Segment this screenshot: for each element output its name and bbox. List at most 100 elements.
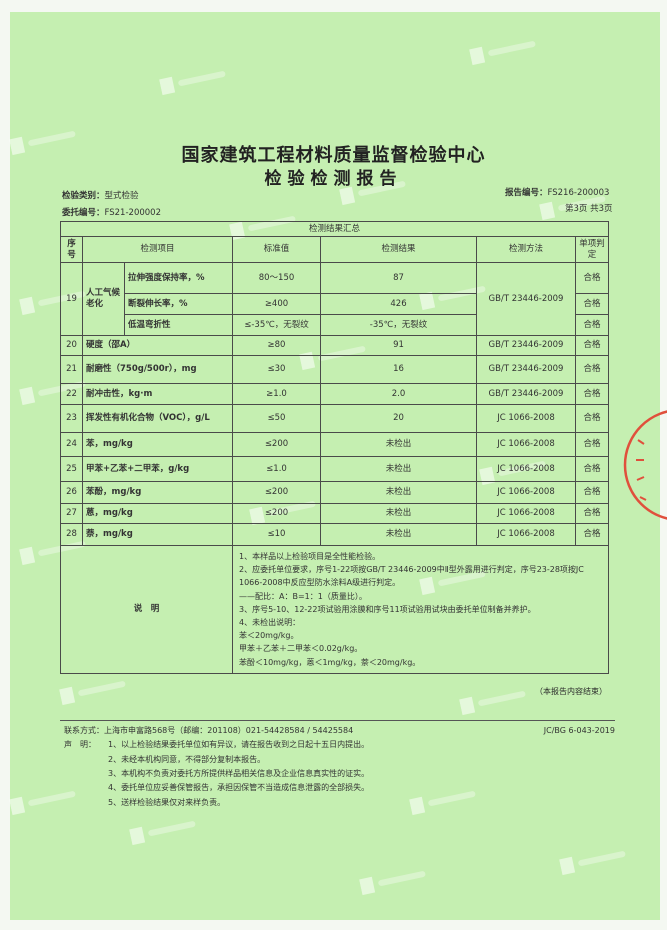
col-header: 序号: [60, 236, 83, 263]
results-table: 检测结果汇总 序号 检测项目 标准值 检测结果 检测方法 单项判定 19 人工气…: [59, 221, 610, 674]
row-no: 26: [60, 481, 83, 504]
footer: 联系方式：上海市申富路568号（邮编：201108）021-54428584 /…: [60, 724, 615, 810]
row-std: ≤-35℃，无裂纹: [232, 314, 321, 336]
row-item: 甲苯+乙苯+二甲苯，g/kg: [82, 456, 233, 482]
row-std: 80～150: [232, 262, 321, 294]
row-method: JC 1066-2008: [476, 456, 576, 482]
row-item: 耐冲击性，kg·m: [82, 383, 233, 405]
contact-row: 联系方式：上海市申富路568号（邮编：201108）021-54428584 /…: [64, 724, 615, 738]
row-item: 萘，mg/kg: [82, 523, 233, 546]
row-item: 硬度（邵A）: [82, 335, 233, 356]
row-no: 21: [60, 355, 83, 384]
watermark-logo-icon: [459, 683, 532, 717]
row-result: 未检出: [320, 456, 477, 482]
row-verdict: 合格: [574, 456, 610, 482]
report-title: 检验检测报告: [264, 169, 403, 189]
page-info: 第3页 共3页: [565, 204, 613, 214]
row-verdict: 合格: [574, 481, 610, 504]
row-no: 22: [60, 383, 83, 405]
watermark-logo-icon: [59, 673, 132, 707]
row-verdict: 合格: [574, 404, 610, 433]
row-std: ≤30: [232, 355, 321, 384]
table-row: 19 人工气候老化 拉伸强度保持率，% 80～150 87 GB/T 23446…: [60, 262, 610, 336]
row-verdict: 合格: [574, 383, 610, 405]
test-category-value: 型式检验: [104, 191, 139, 201]
entrust-number-label: 委托编号：: [62, 208, 105, 218]
row-item: 挥发性有机化合物（VOC），g/L: [82, 404, 233, 433]
test-category: 检验类别：型式检验: [62, 189, 139, 201]
row-std: ≤200: [232, 432, 321, 457]
statement-line: 2、未经本机构同意，不得部分复制本报告。: [108, 754, 266, 764]
row-no: 20: [60, 335, 83, 356]
row-verdict: 合格: [574, 355, 610, 384]
table-row: 25 甲苯+乙苯+二甲苯，g/kg ≤1.0 未检出 JC 1066-2008 合格: [60, 456, 610, 482]
row-verdict: 合格: [574, 262, 610, 294]
row-result: 未检出: [320, 503, 477, 524]
row-verdict: 合格: [574, 432, 610, 457]
row-std: ≥400: [232, 293, 321, 315]
table-row: 24 苯，mg/kg ≤200 未检出 JC 1066-2008 合格: [60, 432, 610, 457]
row-result: 426: [320, 293, 477, 315]
report-number-value: FS216-200003: [547, 188, 610, 198]
table-row: 26 苯酚，mg/kg ≤200 未检出 JC 1066-2008 合格: [60, 481, 610, 504]
note-line: 苯＜20mg/kg。: [239, 631, 299, 641]
watermark-logo-icon: [469, 33, 542, 67]
entrust-number-value: FS21-200002: [104, 208, 161, 218]
test-category-label: 检验类别：: [62, 191, 105, 201]
note-line: ——配比：A：B=1：1（质量比）。: [239, 591, 367, 601]
row-no: 24: [60, 432, 83, 457]
notes-row: 说 明 1、本样品以上检验项目是全性能检验。 2、应委托单位要求，序号1-22项…: [60, 545, 610, 674]
watermark-logo-icon: [359, 863, 432, 897]
table-row: 22 耐冲击性，kg·m ≥1.0 2.0 GB/T 23446-2009 合格: [60, 383, 610, 405]
table-row: 断裂伸长率，% ≥400 426 合格: [61, 293, 610, 315]
watermark-logo-icon: [129, 813, 202, 847]
note-line: 1、本样品以上检验项目是全性能检验。: [239, 552, 381, 561]
row-result: 未检出: [320, 523, 477, 546]
row-item: 拉伸强度保持率，%: [124, 262, 233, 294]
row-item: 苯酚，mg/kg: [82, 481, 233, 504]
row-result: 未检出: [320, 481, 477, 504]
note-line: 2、应委托单位要求，序号1-22项按GB/T 23446-2009中Ⅱ型外露用进…: [239, 565, 584, 588]
watermark-logo-icon: [9, 783, 82, 817]
col-header: 检测方法: [476, 236, 576, 263]
table-row: 低温弯折性 ≤-35℃，无裂纹 -35℃，无裂纹 合格: [61, 314, 610, 336]
col-header: 单项判定: [574, 236, 610, 263]
statement-line: 3、本机构不负责对委托方所提供样品相关信息及企业信息真实性的证实。: [108, 769, 370, 779]
row-method: GB/T 23446-2009: [476, 355, 576, 384]
row-result: 20: [320, 404, 477, 433]
statements: 声 明： 1、以上检验结果委托单位如有异议，请在报告收到之日起十五日内提出。 2…: [64, 738, 615, 810]
col-header: 检测结果: [320, 236, 477, 263]
notes-label: 说 明: [60, 545, 233, 674]
report-body: 检测结果汇总 序号 检测项目 标准值 检测结果 检测方法 单项判定 19 人工气…: [59, 221, 615, 810]
row-result: 91: [320, 335, 477, 356]
row-item: 断裂伸长率，%: [124, 293, 233, 315]
watermark-logo-icon: [539, 188, 612, 222]
row-no: 19: [60, 262, 83, 336]
report-number-label: 报告编号：: [505, 188, 548, 198]
form-code: JC/BG 6-043-2019: [543, 725, 615, 735]
row-verdict: 合格: [574, 503, 610, 524]
row-method: GB/T 23446-2009: [476, 383, 576, 405]
row-result: 2.0: [320, 383, 477, 405]
row-result: 87: [320, 262, 477, 294]
row-verdict: 合格: [574, 335, 610, 356]
table-row: 20 硬度（邵A） ≥80 91 GB/T 23446-2009 合格: [60, 335, 610, 356]
row-result: -35℃，无裂纹: [320, 314, 477, 336]
table-row: 28 萘，mg/kg ≤10 未检出 JC 1066-2008 合格: [60, 523, 610, 546]
row-verdict: 合格: [574, 523, 610, 546]
table-row: 23 挥发性有机化合物（VOC），g/L ≤50 20 JC 1066-2008 合格: [60, 404, 610, 433]
row-item: 苯，mg/kg: [82, 432, 233, 457]
row-std: ≤10: [232, 523, 321, 546]
watermark-logo-icon: [559, 843, 632, 877]
col-header: 标准值: [232, 236, 321, 263]
table-row: 27 蒽，mg/kg ≤200 未检出 JC 1066-2008 合格: [60, 503, 610, 524]
col-header: 检测项目: [82, 236, 233, 263]
statement-line: 1、以上检验结果委托单位如有异议，请在报告收到之日起十五日内提出。: [108, 740, 370, 750]
report-number: 报告编号：FS216-200003: [505, 186, 609, 198]
watermark-logo-icon: [9, 123, 82, 157]
row-std: ≥1.0: [232, 383, 321, 405]
row-method: GB/T 23446-2009: [476, 335, 576, 356]
statement-line: 5、送样检验结果仅对来样负责。: [108, 797, 226, 807]
row-item: 蒽，mg/kg: [82, 503, 233, 524]
row-no: 25: [60, 456, 83, 482]
